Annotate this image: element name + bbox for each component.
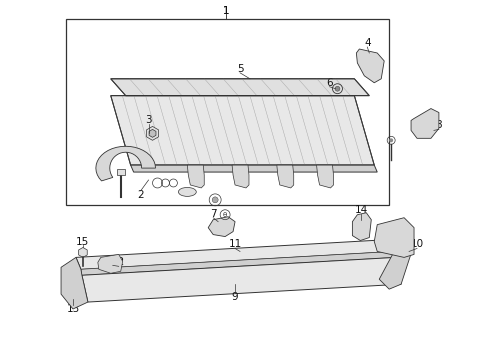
Polygon shape	[61, 257, 88, 309]
Polygon shape	[96, 146, 155, 181]
Polygon shape	[187, 165, 204, 188]
Text: 8: 8	[436, 121, 442, 130]
Text: 9: 9	[232, 292, 238, 302]
Polygon shape	[277, 165, 294, 188]
Polygon shape	[379, 234, 414, 289]
Circle shape	[335, 86, 340, 91]
Polygon shape	[149, 129, 156, 137]
Polygon shape	[352, 213, 371, 240]
Polygon shape	[81, 251, 395, 275]
Circle shape	[389, 138, 393, 142]
Polygon shape	[147, 126, 159, 140]
Polygon shape	[317, 165, 334, 188]
Text: 10: 10	[411, 239, 423, 249]
Polygon shape	[111, 79, 369, 96]
Text: 5: 5	[237, 64, 244, 74]
Circle shape	[212, 197, 218, 203]
Text: 6: 6	[326, 78, 333, 88]
Bar	[117, 169, 124, 175]
Text: θ: θ	[223, 212, 227, 218]
Text: 1: 1	[223, 6, 229, 16]
Text: 4: 4	[364, 38, 370, 48]
Text: 15: 15	[76, 237, 90, 247]
Polygon shape	[131, 165, 377, 172]
Polygon shape	[111, 96, 374, 165]
Polygon shape	[82, 257, 401, 302]
Text: 7: 7	[210, 209, 217, 219]
Polygon shape	[411, 109, 439, 138]
Ellipse shape	[178, 188, 196, 196]
Text: 12: 12	[112, 257, 125, 267]
Polygon shape	[374, 218, 414, 257]
Polygon shape	[76, 239, 394, 269]
Bar	[66, 19, 389, 205]
Text: 14: 14	[355, 205, 368, 215]
Polygon shape	[78, 247, 87, 257]
Text: 13: 13	[66, 304, 79, 314]
Text: 2: 2	[137, 190, 144, 200]
Text: 3: 3	[145, 116, 152, 126]
Polygon shape	[98, 255, 122, 273]
Polygon shape	[208, 217, 235, 237]
Text: 1: 1	[223, 6, 229, 16]
Text: 11: 11	[228, 239, 242, 249]
Polygon shape	[232, 165, 249, 188]
Polygon shape	[356, 49, 384, 83]
